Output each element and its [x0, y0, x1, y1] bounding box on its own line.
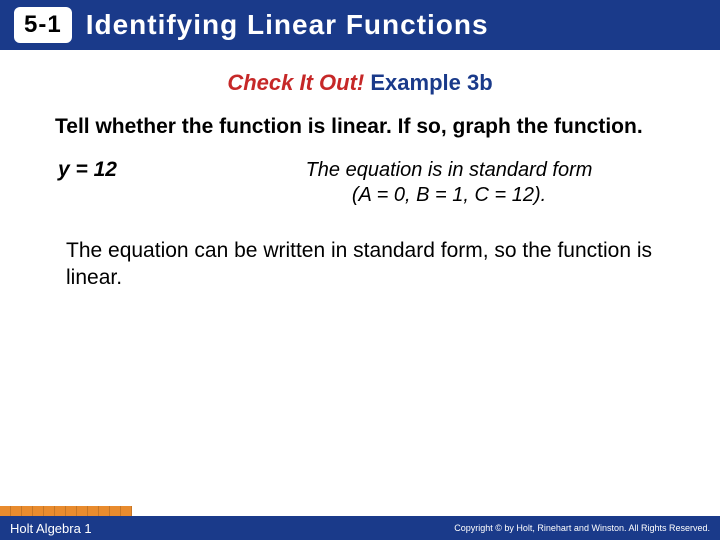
example-label: Example 3b: [370, 70, 492, 95]
equation-row: y = 12 The equation is in standard form …: [0, 158, 720, 208]
check-it-out-label: Check It Out!: [227, 70, 364, 95]
explanation-line1: The equation is in standard form: [306, 159, 593, 181]
section-badge: 5-1: [14, 7, 72, 43]
subtitle-row: Check It Out! Example 3b: [0, 70, 720, 96]
footer-copyright: Copyright © by Holt, Rinehart and Winsto…: [454, 523, 710, 533]
footer-left-text: Holt Algebra 1: [10, 521, 92, 536]
explanation-text: The equation is in standard form (A = 0,…: [228, 158, 670, 208]
orange-accent-strip: [0, 506, 132, 516]
prompt-text: Tell whether the function is linear. If …: [55, 114, 665, 140]
explanation-line2: (A = 0, B = 1, C = 12).: [352, 184, 546, 206]
conclusion-text: The equation can be written in standard …: [66, 238, 665, 291]
page-title: Identifying Linear Functions: [86, 9, 489, 41]
footer-bar: Holt Algebra 1 Copyright © by Holt, Rine…: [0, 516, 720, 540]
header-bar: 5-1 Identifying Linear Functions: [0, 0, 720, 50]
equation-text: y = 12: [58, 158, 228, 208]
